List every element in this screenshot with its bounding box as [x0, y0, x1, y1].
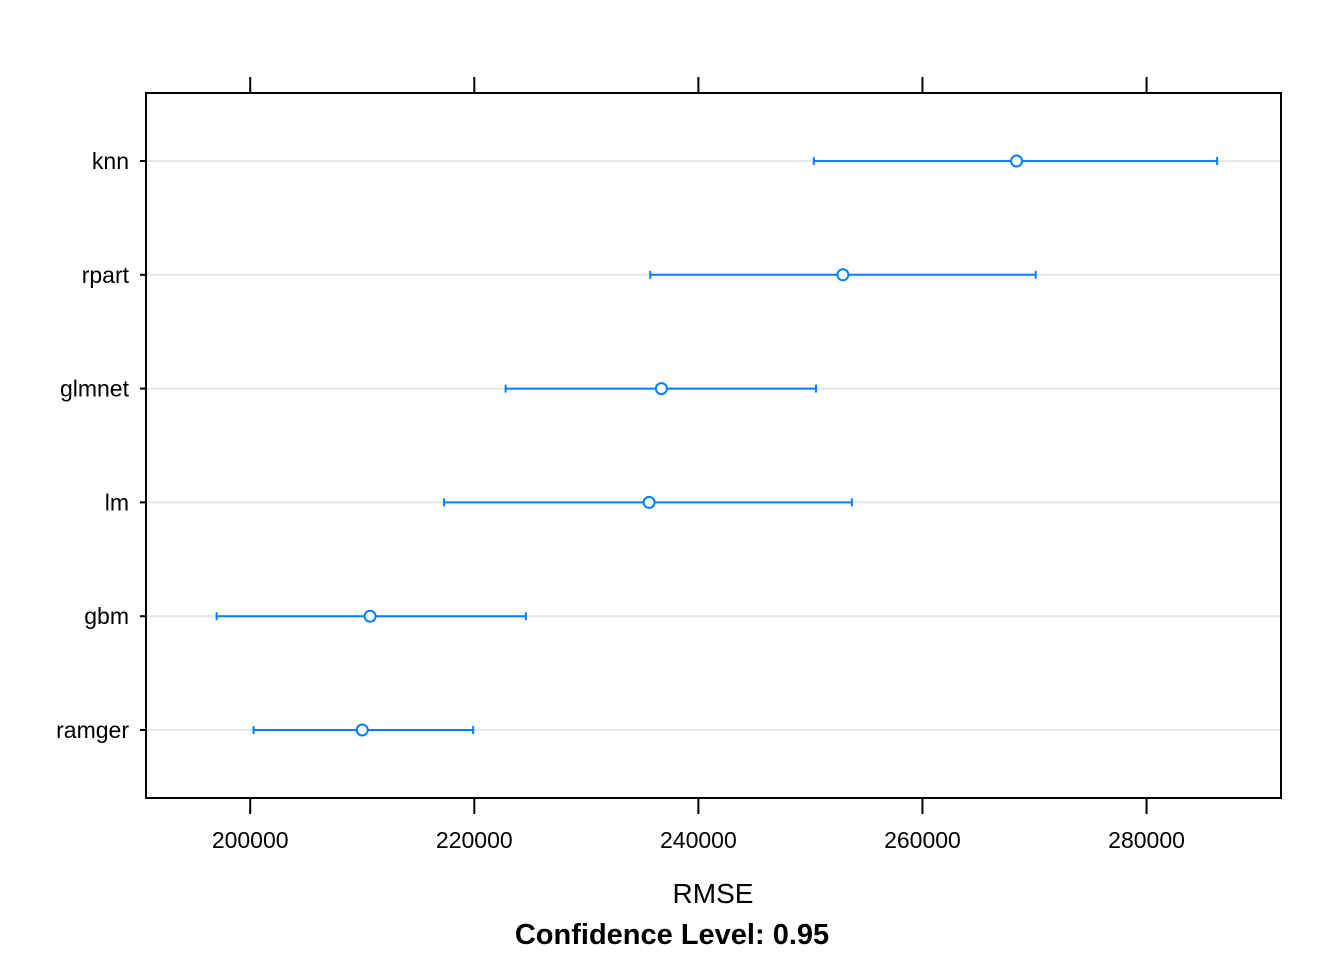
category-label-lm: lm [105, 489, 129, 515]
estimate-point-glmnet [654, 382, 668, 396]
category-label-rpart: rpart [82, 262, 130, 288]
grid-layer [146, 160, 1281, 731]
x-tick-label-200000: 200000 [212, 827, 289, 853]
estimate-point-knn [1010, 154, 1024, 168]
chart-subtitle: Confidence Level: 0.95 [515, 919, 829, 951]
x-tick-label-240000: 240000 [660, 827, 737, 853]
category-label-knn: knn [92, 148, 129, 174]
x-tick-label-220000: 220000 [436, 827, 513, 853]
estimate-point-ramger [355, 723, 369, 737]
estimate-point-gbm [363, 609, 377, 623]
category-label-gbm: gbm [84, 603, 129, 629]
estimate-point-rpart [836, 268, 850, 282]
x-tick-label-280000: 280000 [1108, 827, 1185, 853]
x-tick-label-260000: 260000 [884, 827, 961, 853]
estimate-point-lm [642, 495, 656, 509]
tick-layer [140, 77, 1148, 814]
x-axis-title: RMSE [673, 878, 754, 909]
series-layer [215, 154, 1219, 737]
category-label-ramger: ramger [56, 717, 129, 743]
label-layer: ramger gbm lm glmnet rpart knn 200000 220000 240… [56, 148, 1185, 853]
plot-frame [145, 92, 1282, 799]
category-label-glmnet: glmnet [60, 376, 130, 402]
